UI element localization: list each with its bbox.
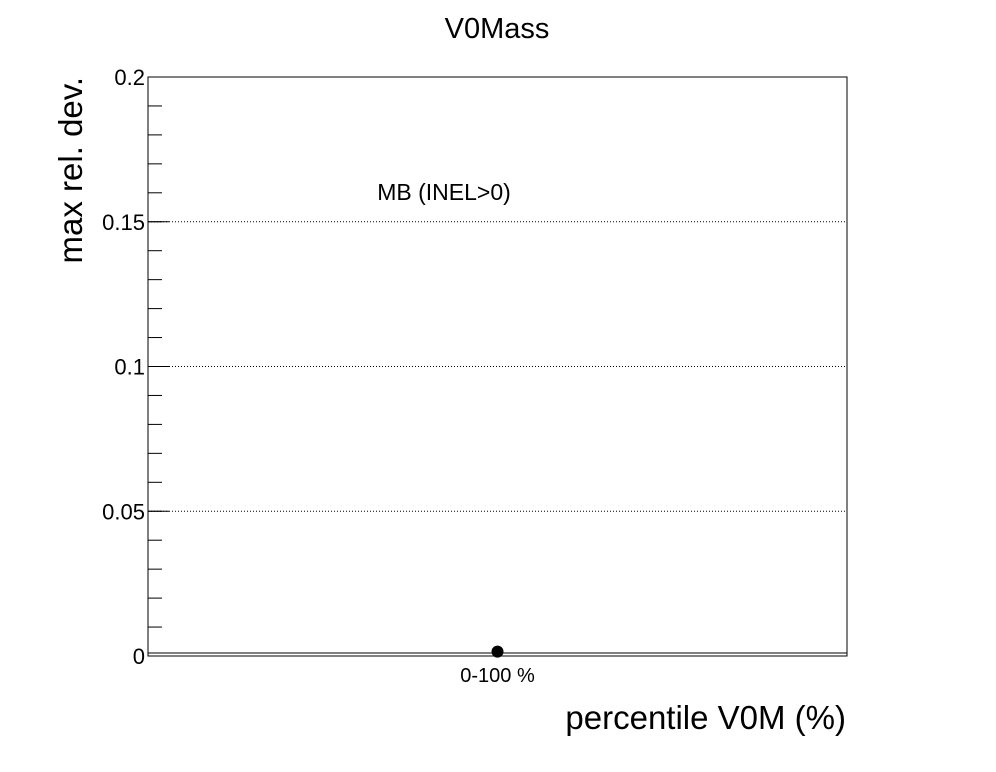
minor-ticks [148, 76, 169, 657]
y-tick-label: 0.15 [102, 210, 145, 235]
x-tick-label: 0-100 % [460, 665, 535, 687]
y-tick-label: 0.2 [114, 65, 145, 90]
y-tick-labels: 0 0.05 0.1 0.15 0.2 [102, 65, 145, 669]
grid-lines [148, 221, 847, 654]
chart-title: V0Mass [445, 13, 550, 45]
y-axis-label: max rel. dev. [52, 77, 89, 263]
x-tick-labels: 0-100 % [460, 665, 535, 687]
data-points [491, 645, 504, 658]
x-axis-label: percentile V0M (%) [565, 699, 846, 736]
y-tick-label: 0.1 [114, 355, 145, 380]
data-point [491, 645, 504, 658]
y-tick-label: 0.05 [102, 499, 145, 524]
annotation-label: MB (INEL>0) [377, 179, 511, 205]
y-tick-label: 0 [133, 644, 145, 669]
